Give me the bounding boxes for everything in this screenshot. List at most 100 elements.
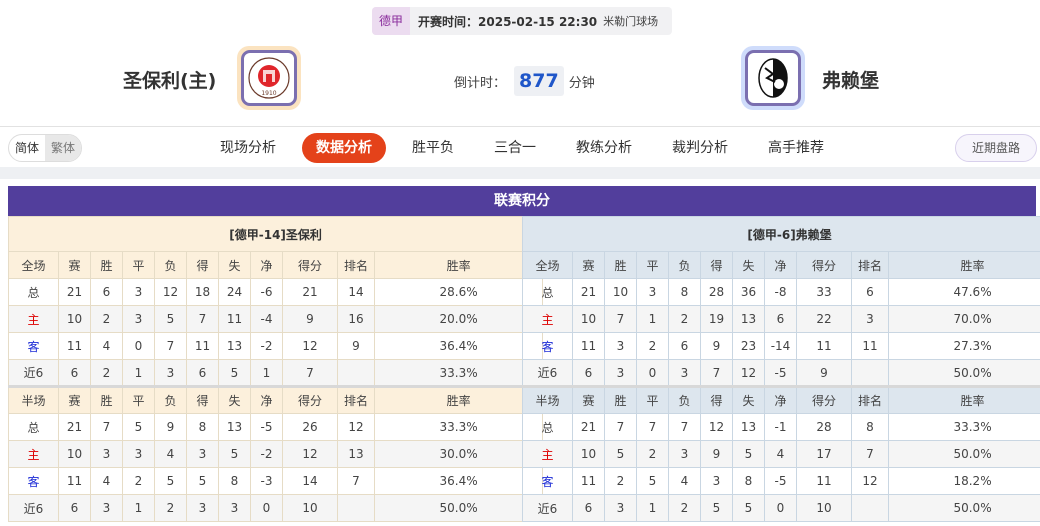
table-cell: 8 [851,413,889,441]
tab-three-in-one[interactable]: 三合一 [494,140,536,156]
table-cell: 总 [8,413,59,441]
table-cell: 11 [58,467,91,495]
table-row: 近6 6 3 0 3 7 12 -5 9 50.0% [522,359,1040,387]
table-cell: 6 [851,278,889,306]
table-cell: 2 [668,494,701,522]
table-cell: 6 [90,278,123,306]
table-cell: 17 [796,440,852,468]
table-cell: -5 [764,359,797,387]
column-header: 得 [186,385,219,414]
column-header: 负 [154,251,187,279]
column-header: 净 [764,251,797,279]
section-spacer [0,167,1040,179]
tab-coach-analysis[interactable]: 教练分析 [576,140,632,156]
table-cell: 7 [90,413,123,441]
table-row: 客 11 2 5 4 3 8 -5 11 12 18.2% [522,467,1040,495]
column-header: 失 [218,251,251,279]
table-cell [851,494,889,522]
table-cell: -6 [250,278,283,306]
table-cell: 3 [90,494,123,522]
table-cell: -4 [250,305,283,333]
table-cell: 7 [851,440,889,468]
table-cell: 11 [572,332,605,360]
table-cell: 4 [90,467,123,495]
column-header: 平 [636,251,669,279]
home-team-name[interactable]: 圣保利(主) [123,70,217,92]
lang-simplified[interactable]: 简体 [15,141,40,155]
table-cell: 21 [58,278,91,306]
table-cell: 3 [186,440,219,468]
column-header: 失 [732,251,765,279]
tab-expert-picks[interactable]: 高手推荐 [768,140,824,156]
table-cell: 1 [636,305,669,333]
lang-traditional[interactable]: 繁体 [45,135,82,161]
table-cell: 12 [851,467,889,495]
table-cell: 9 [700,332,733,360]
recent-odds-button[interactable]: 近期盘路 [955,134,1037,162]
column-header: 平 [122,385,155,414]
table-cell: 13 [218,332,251,360]
column-header: 胜 [90,385,123,414]
table-cell: 36.4% [373,467,544,495]
table-cell: 4 [668,467,701,495]
table-row: 主 10 7 1 2 19 13 6 22 3 70.0% [522,305,1040,333]
column-header: 半场 [8,385,59,414]
column-header: 负 [668,385,701,414]
away-team-name[interactable]: 弗赖堡 [822,70,880,92]
table-cell: 24 [218,278,251,306]
table-row: 总 21 6 3 12 18 24 -6 21 14 28.6% [8,278,544,306]
table-cell: 30.0% [373,440,544,468]
column-header: 失 [732,385,765,414]
table-cell: 12 [282,332,338,360]
tab-referee-analysis[interactable]: 裁判分析 [672,140,728,156]
table-cell: 近6 [522,494,573,522]
countdown-unit: 分钟 [568,75,595,91]
table-cell: 5 [732,440,765,468]
table-cell: 13 [337,440,375,468]
home-team-logo[interactable]: 1910 [237,46,301,110]
table-cell: 12 [337,413,375,441]
tab-data-analysis[interactable]: 数据分析 [302,133,386,163]
league-badge[interactable]: 德甲 [372,7,411,35]
table-cell: 7 [668,413,701,441]
tab-live-analysis[interactable]: 现场分析 [220,140,276,156]
column-header: 得 [700,251,733,279]
team-title-row: [德甲-6]弗赖堡 [521,216,1040,252]
table-cell: 10 [58,440,91,468]
table-cell: 3 [122,305,155,333]
table-cell: 7 [636,413,669,441]
table-row: 客 11 4 0 7 11 13 -2 12 9 36.4% [8,332,544,360]
away-standings-table: [德甲-6]弗赖堡 全场赛胜平负得失净得分 排名 胜率总 21 10 3 8 28 36 -8 33 6… [521,216,1040,522]
table-cell: 8 [186,413,219,441]
table-cell: 5 [154,305,187,333]
language-toggle: 简体 繁体 [8,134,83,162]
table-cell: 22 [796,305,852,333]
table-cell: 13 [732,305,765,333]
table-cell: 总 [8,278,59,306]
table-cell: 21 [58,413,91,441]
table-cell: 36 [732,278,765,306]
column-header: 胜率 [887,385,1040,414]
table-cell: 2 [604,467,637,495]
table-cell: 7 [604,305,637,333]
table-cell: 21 [572,413,605,441]
away-team-logo[interactable] [741,46,805,110]
column-header: 排名 [851,385,889,414]
table-cell: 8 [668,278,701,306]
analysis-tabs: 现场分析 数据分析 胜平负 三合一 教练分析 裁判分析 高手推荐 [0,133,1040,163]
table-cell: 2 [122,467,155,495]
table-cell: 10 [572,305,605,333]
table-cell: -2 [250,332,283,360]
table-cell: 0 [636,359,669,387]
venue: 米勒门球场 [603,15,659,28]
column-header: 得分 [282,385,338,414]
column-header: 胜 [604,385,637,414]
countdown-label: 倒计时： [454,75,507,91]
table-cell: 11 [851,332,889,360]
table-cell: 7 [186,305,219,333]
table-cell: 33.3% [373,413,544,441]
column-header: 净 [250,251,283,279]
tab-win-draw-lose[interactable]: 胜平负 [412,140,454,156]
table-cell: 33 [796,278,852,306]
header-row: 全场赛胜平负得失净得分 排名 胜率 [8,251,544,279]
